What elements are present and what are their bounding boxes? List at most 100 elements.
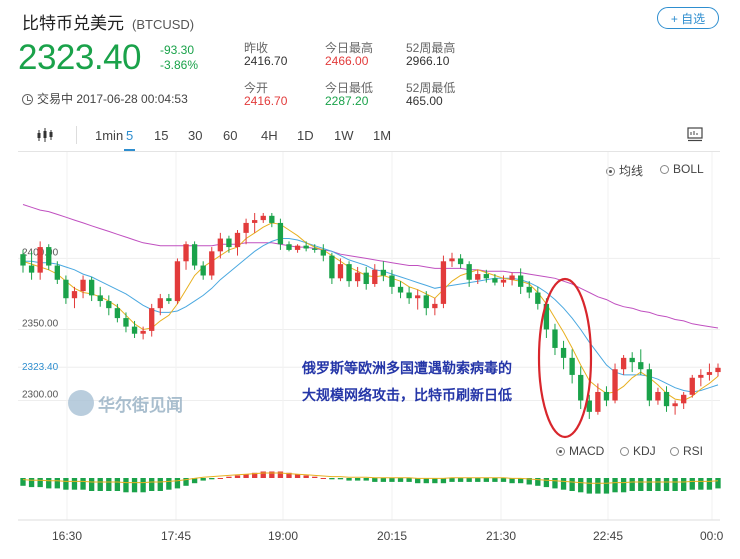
prev-close-value: 2416.70 xyxy=(244,54,288,68)
interval-tab-4h[interactable]: 4H xyxy=(261,128,278,143)
macd-bar xyxy=(663,478,670,491)
candle xyxy=(277,218,284,250)
news-annotation: 俄罗斯等欧洲多国遭遇勒索病毒的大规模网络攻击，比特币刷新日低 xyxy=(302,360,512,403)
macd-bar xyxy=(37,478,43,488)
candle xyxy=(226,235,232,253)
candle xyxy=(54,261,60,285)
candle xyxy=(303,241,309,252)
candle xyxy=(457,254,464,269)
macd-bar xyxy=(646,478,653,491)
macd-bar xyxy=(183,478,189,486)
candle xyxy=(432,298,438,316)
interval-tab-1min[interactable]: 1min xyxy=(95,128,124,143)
candle xyxy=(440,255,447,309)
trading-status: 交易中 2017-06-28 00:04:53 xyxy=(22,90,188,107)
x-tick-label: 22:45 xyxy=(593,529,623,543)
macd-bar xyxy=(380,478,387,482)
toolbar-divider xyxy=(76,126,77,144)
radio-icon xyxy=(556,447,565,456)
interval-tab-5[interactable]: 5 xyxy=(123,128,136,151)
macd-bar xyxy=(226,476,232,478)
page-title: 比特币兑美元 (BTCUSD) xyxy=(22,9,194,34)
candle xyxy=(397,281,404,299)
candle xyxy=(638,349,644,375)
indicator-macd-option[interactable]: MACD xyxy=(556,444,605,458)
price-change: -93.30 -3.86% xyxy=(160,43,198,73)
candle xyxy=(612,363,618,404)
macd-bar xyxy=(234,475,241,478)
screen-icon[interactable] xyxy=(686,125,704,146)
candle xyxy=(595,383,601,415)
macd-bar xyxy=(157,478,163,491)
y-tick-label: 2300.00 xyxy=(22,389,59,400)
macd-bar xyxy=(209,478,215,480)
candle xyxy=(492,274,498,286)
x-tick-label: 21:30 xyxy=(486,529,516,543)
macd-bar xyxy=(149,478,155,491)
macd-bar xyxy=(329,478,335,480)
radio-icon xyxy=(606,167,615,176)
candle xyxy=(63,275,69,304)
macd-bar xyxy=(569,478,575,491)
macd-bar xyxy=(71,478,78,490)
macd-bar xyxy=(389,478,395,482)
instrument-symbol: (BTCUSD) xyxy=(132,17,195,32)
interval-tab-1m[interactable]: 1M xyxy=(373,128,392,143)
macd-bar xyxy=(217,478,224,479)
interval-tab-60[interactable]: 60 xyxy=(223,128,238,143)
indicator-kdj-option[interactable]: KDJ xyxy=(620,444,656,458)
macd-bar xyxy=(88,478,95,491)
radio-icon xyxy=(660,165,669,174)
candle xyxy=(140,326,146,340)
candle xyxy=(260,212,266,223)
interval-tab-1d[interactable]: 1D xyxy=(297,128,314,143)
watermark-logo-icon xyxy=(68,390,94,416)
x-tick-label: 00:0 xyxy=(700,529,724,543)
macd-bar xyxy=(200,478,206,481)
radio-icon xyxy=(620,447,629,456)
macd-bar xyxy=(28,478,35,488)
macd-bar xyxy=(620,478,627,493)
candle xyxy=(706,363,713,381)
macd-bar xyxy=(260,471,266,478)
macd-bar xyxy=(286,472,292,478)
candle xyxy=(578,366,584,410)
macd-bar xyxy=(517,478,524,484)
macd-bar xyxy=(97,478,103,491)
interval-tab-15[interactable]: 15 xyxy=(154,128,169,143)
macd-bar xyxy=(131,478,138,493)
macd-bar xyxy=(492,478,498,482)
add-watchlist-button[interactable]: + 自选 xyxy=(657,7,719,29)
candle xyxy=(149,303,155,337)
indicator-rsi-option[interactable]: RSI xyxy=(670,444,704,458)
macd-signal-line xyxy=(22,472,719,484)
instrument-name: 比特币兑美元 xyxy=(22,14,124,33)
macd-bar xyxy=(63,478,69,490)
candle xyxy=(28,251,35,280)
candle xyxy=(97,286,103,307)
interval-tab-1w[interactable]: 1W xyxy=(334,128,354,143)
candle xyxy=(603,386,610,407)
overlay-ma-option[interactable]: 均线 xyxy=(606,162,643,179)
candle xyxy=(20,249,26,273)
macd-bar xyxy=(423,478,429,484)
candle xyxy=(234,230,241,256)
clock-icon xyxy=(22,94,33,105)
candle xyxy=(329,252,335,285)
change-percent: -3.86% xyxy=(160,58,199,72)
watermark-text: 华尔街见闻 xyxy=(98,396,183,415)
w52-high-label: 52周最高 xyxy=(406,41,456,55)
candle xyxy=(681,391,687,410)
y-tick-label: 2350.00 xyxy=(22,318,59,329)
candle xyxy=(114,303,121,323)
macd-bar xyxy=(397,478,404,482)
interval-tab-30[interactable]: 30 xyxy=(188,128,203,143)
overlay-boll-option[interactable]: BOLL xyxy=(660,162,704,176)
macd-bar xyxy=(698,478,704,490)
candle xyxy=(672,400,678,415)
ma-long-line xyxy=(22,204,719,329)
candlestick-icon[interactable] xyxy=(36,126,54,147)
macd-bar xyxy=(312,476,318,478)
candle xyxy=(37,241,43,280)
candle xyxy=(406,286,412,304)
